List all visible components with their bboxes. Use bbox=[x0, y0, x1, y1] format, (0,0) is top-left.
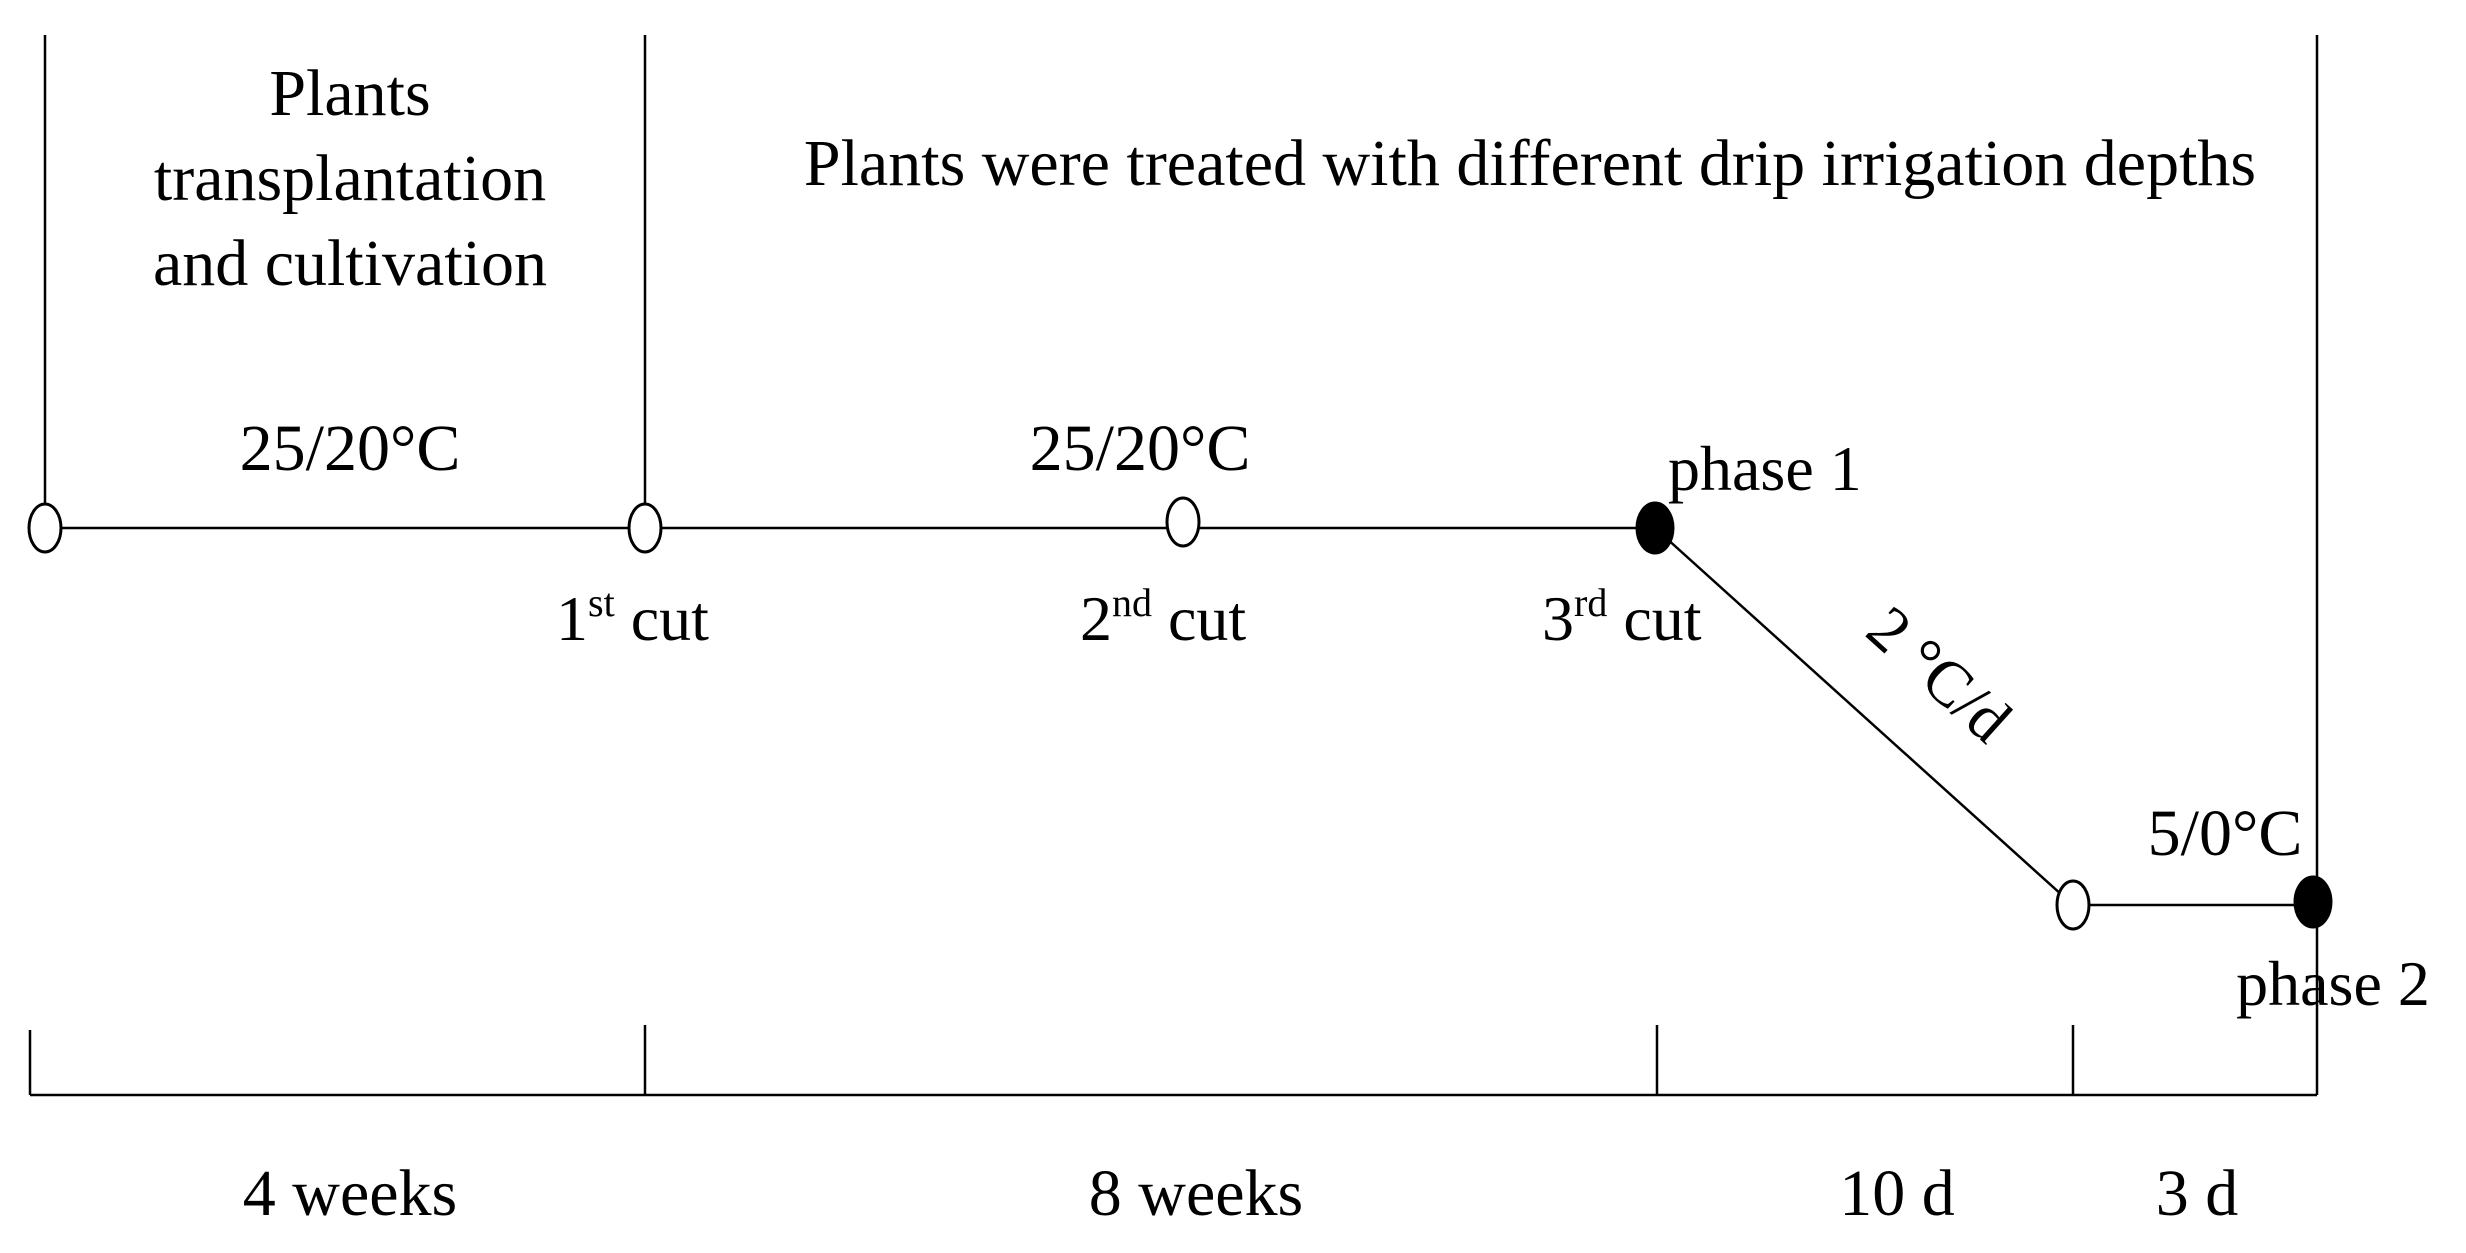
duration-8-weeks: 8 weeks bbox=[1089, 1157, 1303, 1230]
phase-1-marker bbox=[1635, 501, 1675, 555]
first-cut-word: cut bbox=[615, 583, 709, 654]
duration-10-days: 10 d bbox=[1839, 1157, 1955, 1230]
duration-3-days: 3 d bbox=[2156, 1157, 2239, 1230]
left-block-line-2: transplantation bbox=[154, 142, 546, 215]
third-cut-label: 3rd cut bbox=[1542, 580, 1702, 654]
start-marker bbox=[27, 502, 63, 554]
second-cut-number: 2 bbox=[1080, 583, 1112, 654]
phase-1-label: phase 1 bbox=[1668, 433, 1862, 504]
second-cut-marker bbox=[1165, 496, 1201, 548]
first-cut-label: 1st cut bbox=[556, 580, 709, 654]
third-cut-word: cut bbox=[1607, 583, 1701, 654]
phase-2-label: phase 2 bbox=[2236, 948, 2430, 1019]
temperature-first: 25/20°C bbox=[240, 412, 461, 485]
third-cut-suffix: rd bbox=[1574, 580, 1607, 625]
second-cut-word: cut bbox=[1152, 583, 1246, 654]
ramp-end-marker bbox=[2055, 879, 2091, 931]
first-cut-marker bbox=[627, 502, 663, 554]
temperature-low: 5/0°C bbox=[2148, 797, 2303, 870]
phase-2-marker bbox=[2293, 875, 2333, 929]
second-cut-suffix: nd bbox=[1112, 580, 1152, 625]
third-cut-number: 3 bbox=[1542, 583, 1574, 654]
second-cut-label: 2nd cut bbox=[1080, 580, 1246, 654]
first-cut-suffix: st bbox=[588, 580, 615, 625]
left-block-line-3: and cultivation bbox=[153, 227, 547, 300]
temperature-second: 25/20°C bbox=[1030, 412, 1251, 485]
first-cut-number: 1 bbox=[556, 583, 588, 654]
duration-4-weeks: 4 weeks bbox=[243, 1157, 457, 1230]
left-block-line-1: Plants bbox=[269, 57, 430, 130]
ramp-line bbox=[1654, 527, 2074, 906]
right-block-title: Plants were treated with different drip … bbox=[804, 127, 2256, 200]
